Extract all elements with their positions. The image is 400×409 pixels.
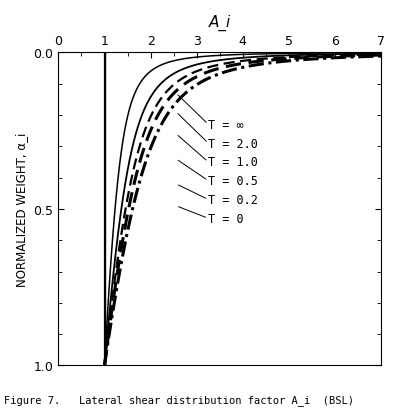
Text: T = 0.5: T = 0.5 bbox=[208, 175, 258, 188]
Text: Figure 7.   Lateral shear distribution factor A_i  (BSL): Figure 7. Lateral shear distribution fac… bbox=[4, 394, 354, 405]
Text: T = 1.0: T = 1.0 bbox=[208, 156, 258, 169]
Y-axis label: NORMALIZED WEIGHT, α_i: NORMALIZED WEIGHT, α_i bbox=[15, 133, 28, 286]
X-axis label: A_i: A_i bbox=[208, 15, 231, 31]
Text: T = 0: T = 0 bbox=[208, 212, 244, 225]
Text: T = 0.2: T = 0.2 bbox=[208, 193, 258, 207]
Text: T = 2.0: T = 2.0 bbox=[208, 137, 258, 150]
Text: T = ∞: T = ∞ bbox=[208, 119, 244, 131]
